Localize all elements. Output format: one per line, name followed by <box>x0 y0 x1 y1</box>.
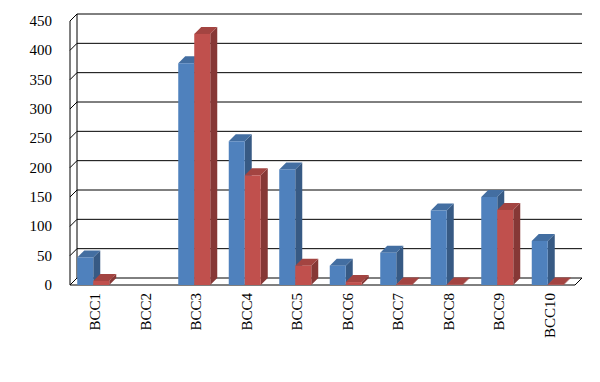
bar <box>194 27 217 285</box>
bar-top <box>194 27 217 34</box>
bar-top <box>93 274 116 281</box>
bar-front <box>548 284 564 285</box>
bar-top <box>447 277 470 284</box>
bar <box>346 275 369 285</box>
bar-side <box>210 27 217 285</box>
chart-container: 0 50 100 150 200 250 300 350 400 450 BCC1 BCC2 BCC3 B… <box>0 0 600 382</box>
grid-line <box>70 190 582 197</box>
grid-line <box>70 73 582 80</box>
y-tick-label: 50 <box>37 248 52 264</box>
bar-side <box>447 203 454 285</box>
grid-line <box>70 161 582 168</box>
bar <box>497 203 520 285</box>
bar-front <box>497 210 513 285</box>
x-tick-label: BCC9 <box>491 293 507 331</box>
y-tick-label: 350 <box>30 72 53 88</box>
bar-front <box>380 253 396 285</box>
x-tick-label: BCC3 <box>188 293 204 331</box>
y-tick-label: 150 <box>30 189 53 205</box>
y-tick-label: 250 <box>30 130 53 146</box>
x-tick-label: BCC7 <box>390 293 406 331</box>
bar-top <box>77 250 100 257</box>
bar-top <box>481 190 504 197</box>
bar-front <box>396 284 412 285</box>
bar-top <box>279 162 302 169</box>
grid-line <box>70 14 582 21</box>
bar-top <box>497 203 520 210</box>
y-tick-label: 0 <box>45 277 53 293</box>
bar-front <box>532 241 548 285</box>
bars <box>77 27 571 285</box>
bar-top <box>532 234 555 241</box>
bar-side <box>548 234 555 285</box>
bar-front <box>330 266 346 285</box>
y-tick-label: 300 <box>30 101 53 117</box>
bar-front <box>447 284 463 285</box>
x-tick-label: BCC8 <box>441 293 457 331</box>
bar <box>93 274 116 285</box>
bar <box>295 259 318 285</box>
bar-top <box>229 134 252 141</box>
bar <box>380 246 403 285</box>
bar <box>396 277 419 285</box>
x-tick-label: BCC6 <box>340 293 356 331</box>
bar-side <box>513 203 520 285</box>
x-tick-label: BCC5 <box>289 293 305 331</box>
y-tick-label: 200 <box>30 160 53 176</box>
bar-top <box>245 168 268 175</box>
bar-front <box>229 141 245 285</box>
bar-front <box>77 257 93 285</box>
bar-top <box>548 277 571 284</box>
bar <box>245 168 268 285</box>
bar-top <box>295 259 318 266</box>
bar-front <box>481 197 497 285</box>
x-tick-label: BCC1 <box>87 293 103 331</box>
y-tick-label: 100 <box>30 218 53 234</box>
bar-front <box>295 266 311 285</box>
y-tick-label: 450 <box>30 13 53 29</box>
x-tick-label: BCC10 <box>542 293 558 338</box>
chart-svg: 0 50 100 150 200 250 300 350 400 450 BCC1 BCC2 BCC3 B… <box>0 0 600 382</box>
bar-front <box>178 63 194 285</box>
bar-front <box>194 34 210 285</box>
bar-top <box>396 277 419 284</box>
bar-top <box>380 246 403 253</box>
bar-top <box>431 203 454 210</box>
grid-line <box>70 43 582 50</box>
grid <box>70 14 582 285</box>
bar-front <box>93 281 109 285</box>
bar-side <box>261 168 268 285</box>
grid-line <box>70 131 582 138</box>
bar <box>548 277 571 285</box>
y-axis <box>70 21 71 285</box>
bar-front <box>245 175 261 285</box>
x-tick-label: BCC2 <box>138 293 154 331</box>
bar <box>447 277 470 285</box>
x-tick-label: BCC4 <box>239 293 255 331</box>
bar-top <box>330 259 353 266</box>
back-wall-edge <box>77 14 78 278</box>
bar <box>532 234 555 285</box>
bar-front <box>279 169 295 285</box>
bar-front <box>431 210 447 285</box>
bar <box>431 203 454 285</box>
bar-front <box>346 282 362 285</box>
bar-top <box>346 275 369 282</box>
y-tick-label: 400 <box>30 42 53 58</box>
grid-line <box>70 102 582 109</box>
